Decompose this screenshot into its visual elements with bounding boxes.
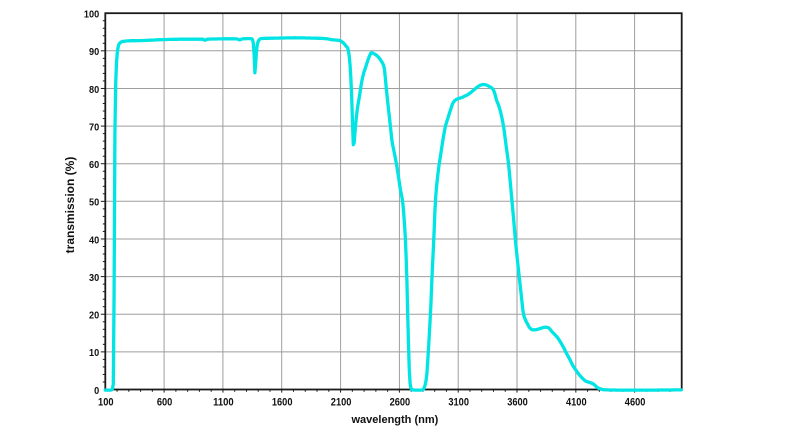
svg-text:10: 10 [89, 347, 99, 359]
svg-text:600: 600 [157, 396, 173, 408]
svg-text:4600: 4600 [625, 396, 646, 408]
svg-text:100: 100 [84, 9, 99, 21]
svg-text:1100: 1100 [213, 396, 234, 408]
svg-text:2600: 2600 [390, 396, 411, 408]
svg-text:3600: 3600 [507, 396, 528, 408]
svg-text:1600: 1600 [272, 396, 293, 408]
svg-text:90: 90 [89, 46, 99, 58]
svg-text:4100: 4100 [566, 396, 587, 408]
svg-text:40: 40 [89, 234, 99, 246]
svg-text:60: 60 [89, 159, 99, 171]
svg-text:30: 30 [89, 272, 99, 284]
svg-text:50: 50 [89, 197, 99, 209]
svg-text:transmission (%): transmission (%) [63, 157, 77, 254]
svg-text:80: 80 [89, 84, 99, 96]
svg-text:2100: 2100 [331, 396, 352, 408]
svg-text:3100: 3100 [448, 396, 469, 408]
svg-text:20: 20 [89, 310, 99, 322]
svg-text:0: 0 [94, 385, 99, 397]
svg-text:wavelength (nm): wavelength (nm) [351, 414, 439, 426]
svg-text:100: 100 [98, 396, 114, 408]
svg-text:70: 70 [89, 121, 99, 133]
